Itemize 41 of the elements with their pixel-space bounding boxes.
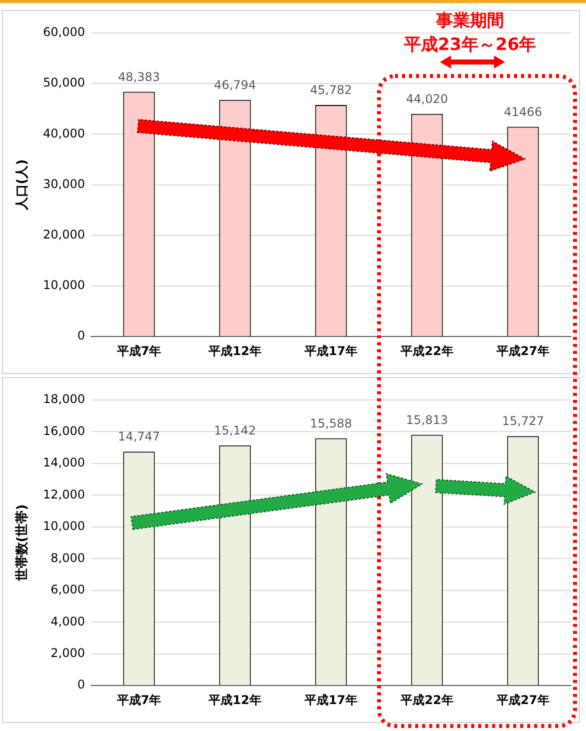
y-tick-label: 50,000	[43, 76, 85, 90]
y-tick-label: 0	[77, 328, 85, 343]
data-label: 48,383	[118, 70, 160, 84]
data-label: 14,747	[118, 430, 160, 444]
x-tick-label: 平成12年	[208, 344, 262, 358]
y-tick-label: 10,000	[43, 278, 85, 292]
y-tick-label: 60,000	[43, 25, 85, 40]
x-tick-label: 平成22年	[400, 692, 454, 707]
y-axis-title: 人口(人)	[15, 159, 30, 212]
data-label: 46,794	[214, 78, 256, 92]
y-axis-title: 世帯数(世帯)	[15, 504, 30, 582]
y-tick-label: 0	[77, 678, 85, 692]
x-tick-label: 平成17年	[304, 692, 358, 707]
y-tick-label: 20,000	[43, 228, 85, 242]
x-tick-label: 平成27年	[496, 692, 550, 707]
y-tick-label: 14,000	[43, 456, 85, 470]
y-tick-label: 2,000	[50, 646, 85, 660]
data-label: 45,782	[310, 83, 352, 98]
data-label: 15,813	[406, 412, 448, 427]
x-tick-label: 平成17年	[304, 344, 358, 358]
x-tick-label: 平成12年	[208, 692, 262, 707]
x-tick-label: 平成22年	[400, 344, 454, 358]
x-tick-label: 平成7年	[116, 692, 162, 707]
y-tick-label: 40,000	[43, 126, 85, 140]
data-label: 15,588	[310, 416, 352, 430]
y-tick-label: 16,000	[43, 424, 85, 438]
x-tick-label: 平成7年	[116, 344, 162, 358]
data-label: 15,142	[214, 423, 256, 438]
data-label: 41466	[504, 104, 542, 119]
y-tick-label: 8,000	[50, 550, 85, 565]
annotation: 平成23年～26年	[402, 34, 538, 56]
data-label: 44,020	[406, 92, 448, 106]
data-label: 15,727	[502, 414, 544, 428]
y-tick-label: 30,000	[43, 176, 85, 191]
y-tick-label: 10,000	[43, 519, 85, 534]
y-tick-label: 4,000	[50, 614, 85, 628]
y-tick-label: 12,000	[43, 487, 85, 502]
y-tick-label: 18,000	[43, 392, 85, 406]
y-tick-label: 6,000	[50, 582, 85, 597]
x-tick-label: 平成27年	[496, 344, 550, 358]
text: 事業期間	[435, 10, 505, 32]
